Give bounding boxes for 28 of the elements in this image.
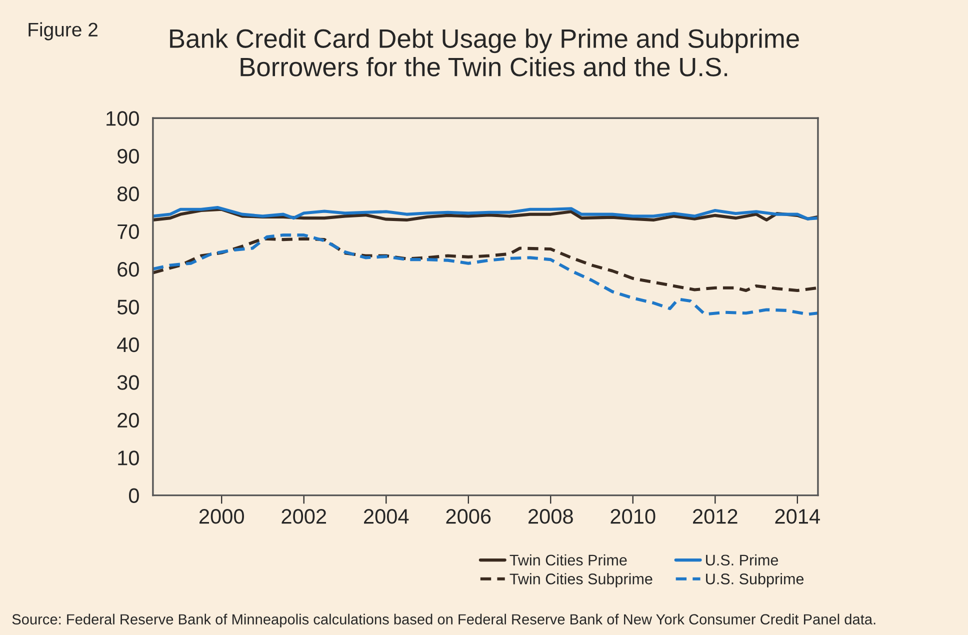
chart-title: Bank Credit Card Debt Usage by Prime and Subprime Borrowers for the Twin Cities and the U.S. <box>170 28 799 76</box>
y-tick-label: 20 <box>118 412 139 428</box>
line-series <box>152 234 818 316</box>
source-note: Source: Federal Reserve Bank of Minneapolis calculations based on Federal Reserve Bank of New York Consumer Credit Panel data. <box>12 614 876 628</box>
legend-label: Twin Cities Subprime <box>510 573 652 588</box>
x-tick-label: 2000 <box>200 509 244 524</box>
x-tick-label: 2006 <box>446 509 491 524</box>
caption: Figure 2 <box>28 22 98 40</box>
y-tick-label: 90 <box>118 148 139 164</box>
x-tick-label: 2012 <box>693 509 738 524</box>
y-tick-label: 80 <box>117 186 139 202</box>
line-series <box>152 237 818 292</box>
x-tick-label: 2014 <box>775 509 820 524</box>
x-tick-label: 2010 <box>610 509 656 524</box>
y-tick-label: 50 <box>117 300 139 314</box>
legend-label: Twin Cities Prime <box>510 554 627 566</box>
x-tick-label: 2004 <box>364 509 409 524</box>
y-tick-label: 0 <box>128 488 139 504</box>
y-tick-label: 70 <box>118 224 139 240</box>
y-tick-label: 30 <box>117 375 139 390</box>
legend-label: U.S. Subprime <box>706 573 804 588</box>
x-tick-label: 2008 <box>528 509 573 524</box>
y-tick-label: 10 <box>118 450 139 466</box>
y-tick-label: 40 <box>117 337 139 352</box>
y-tick-label: 100 <box>106 111 139 126</box>
legend-label: U.S. Prime <box>706 554 778 566</box>
x-tick-label: 2002 <box>282 509 326 524</box>
y-tick-label: 60 <box>118 262 139 277</box>
